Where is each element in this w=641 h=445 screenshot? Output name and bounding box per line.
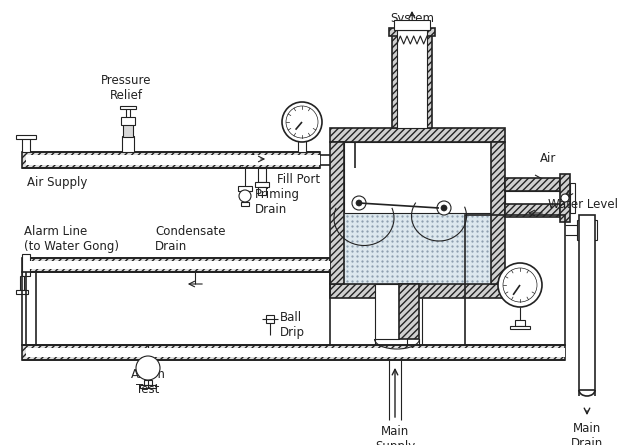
Bar — [375, 284, 399, 339]
Bar — [394, 20, 430, 30]
Circle shape — [561, 194, 569, 202]
Bar — [397, 30, 427, 128]
Circle shape — [437, 201, 451, 215]
Bar — [26, 155, 320, 165]
Bar — [579, 215, 595, 390]
Bar — [26, 261, 330, 269]
Text: Ball
Drip: Ball Drip — [280, 311, 305, 339]
Circle shape — [136, 356, 160, 380]
Bar — [344, 213, 491, 284]
Bar — [505, 178, 560, 191]
Text: Fill Port: Fill Port — [277, 173, 320, 186]
Bar — [570, 183, 575, 213]
Circle shape — [498, 263, 542, 307]
Bar — [20, 276, 24, 290]
Bar — [255, 182, 269, 187]
Bar — [22, 152, 320, 168]
Bar — [392, 30, 432, 128]
Circle shape — [239, 190, 251, 202]
Bar — [296, 134, 308, 139]
Bar — [510, 326, 530, 329]
Bar — [505, 204, 560, 217]
Bar — [577, 220, 597, 240]
Bar — [560, 174, 570, 222]
Bar — [465, 215, 565, 345]
Bar — [258, 168, 266, 182]
Bar — [120, 106, 136, 109]
Bar — [491, 142, 505, 284]
Bar — [16, 135, 36, 139]
Bar — [330, 142, 344, 284]
Bar — [330, 128, 505, 142]
Text: Alarm
Test: Alarm Test — [131, 368, 165, 396]
Text: Pressure
Relief: Pressure Relief — [101, 74, 151, 102]
Bar — [22, 345, 565, 360]
Bar — [238, 186, 252, 191]
Text: Alarm Line
(to Water Gong): Alarm Line (to Water Gong) — [24, 225, 119, 253]
Text: Main
Supply: Main Supply — [375, 425, 415, 445]
Bar — [399, 284, 419, 339]
Bar — [505, 191, 560, 204]
Text: System: System — [390, 12, 434, 25]
Bar — [344, 142, 491, 284]
Bar — [123, 124, 133, 137]
Circle shape — [352, 196, 366, 210]
Bar — [515, 320, 525, 326]
Text: Air Supply: Air Supply — [27, 176, 87, 189]
Bar — [258, 187, 266, 195]
Text: Water Level: Water Level — [548, 198, 618, 211]
Bar — [140, 385, 156, 388]
Bar — [22, 272, 330, 345]
Bar — [330, 284, 505, 298]
Text: Priming
Drain: Priming Drain — [255, 188, 300, 216]
Bar — [16, 290, 28, 294]
Bar — [121, 117, 135, 125]
Bar — [241, 202, 249, 206]
Bar — [26, 348, 565, 357]
Text: Air: Air — [540, 152, 556, 165]
Circle shape — [441, 205, 447, 211]
Text: Main
Drain: Main Drain — [571, 422, 603, 445]
Bar — [22, 254, 30, 276]
Text: Condensate
Drain: Condensate Drain — [155, 225, 226, 253]
Bar — [22, 138, 30, 152]
Circle shape — [356, 200, 362, 206]
Bar — [122, 136, 134, 152]
Bar — [298, 138, 306, 152]
Circle shape — [286, 106, 318, 138]
Circle shape — [503, 268, 537, 302]
Bar — [266, 315, 274, 323]
Bar — [389, 28, 435, 36]
Bar — [144, 380, 152, 385]
Circle shape — [282, 102, 322, 142]
Bar — [22, 258, 330, 272]
